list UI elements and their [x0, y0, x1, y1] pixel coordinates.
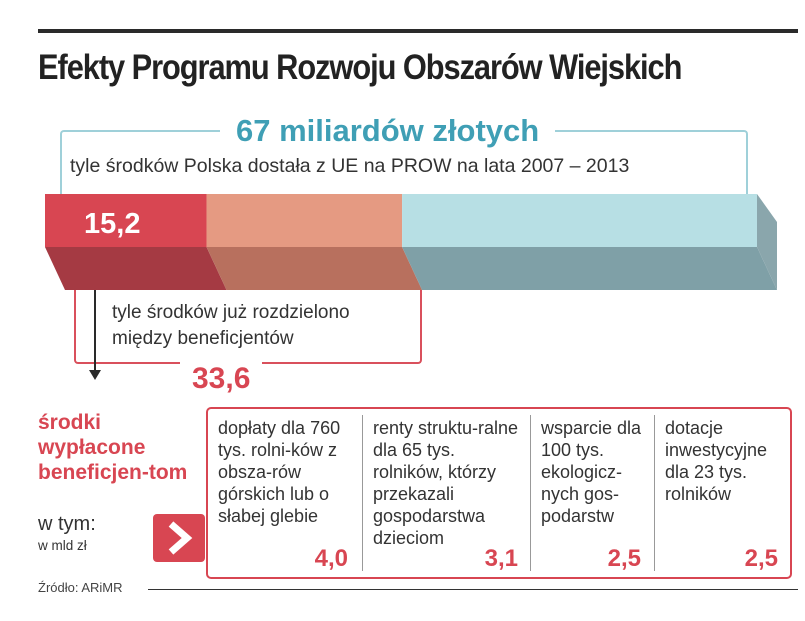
including-label: w tym: — [38, 513, 96, 535]
unit-label: w mld zł — [38, 538, 87, 553]
chevron-right-icon — [153, 514, 205, 562]
divider — [654, 415, 655, 571]
divider — [362, 415, 363, 571]
breakdown-item-value: 2,5 — [744, 545, 778, 572]
breakdown-item-text: renty struktu-ralne dla 65 tys. rolników… — [373, 418, 519, 548]
breakdown-item: dotacje inwestycyjne dla 23 tys. rolnikó… — [655, 409, 788, 577]
breakdown-item-text: dotacje inwestycyjne dla 23 tys. rolnikó… — [665, 418, 768, 504]
divider — [530, 415, 531, 571]
bar-end-cap — [757, 194, 777, 290]
paid-label: środki wypłacone beneficjen-tom — [38, 411, 188, 484]
arrow-down-icon — [89, 370, 101, 380]
bar-segment-distributed-shade — [206, 247, 423, 290]
bar-segment-distributed — [206, 194, 403, 247]
paid-value-label: 15,2 — [84, 208, 141, 240]
bottom-rule — [148, 589, 798, 590]
breakdown-item-value: 3,1 — [484, 545, 518, 572]
breakdown-item-text: dopłaty dla 760 tys. rolni-ków z obsza-r… — [218, 418, 341, 526]
total-description: tyle środków Polska dostała z UE na PROW… — [70, 155, 630, 177]
breakdown-item: dopłaty dla 760 tys. rolni-ków z obsza-r… — [208, 409, 358, 577]
bar-segment-total — [402, 194, 757, 247]
breakdown-item-text: wsparcie dla 100 tys. ekologicz-nych gos… — [541, 418, 642, 526]
breakdown-item-value: 2,5 — [607, 545, 641, 572]
bar-segment-total-shade — [402, 247, 777, 290]
breakdown-item-value: 4,0 — [314, 545, 348, 572]
breakdown-item: wsparcie dla 100 tys. ekologicz-nych gos… — [531, 409, 651, 577]
arrow-line — [94, 290, 96, 374]
breakdown-item: renty struktu-ralne dla 65 tys. rolników… — [363, 409, 528, 577]
top-rule — [38, 29, 798, 33]
bar-segment-paid-shade — [45, 247, 227, 290]
bar-segment-paid — [45, 194, 207, 247]
distributed-description: tyle środków już rozdzielono między bene… — [112, 302, 350, 349]
total-value-label: 67 miliardów złotych — [220, 113, 556, 149]
chart-title: Efekty Programu Rozwoju Obszarów Wiejski… — [38, 48, 682, 87]
source-note: Źródło: ARiMR — [38, 580, 123, 595]
distributed-value-label: 33,6 — [180, 362, 263, 396]
breakdown-box: dopłaty dla 760 tys. rolni-ków z obsza-r… — [206, 407, 792, 579]
stacked-bar — [45, 194, 777, 290]
